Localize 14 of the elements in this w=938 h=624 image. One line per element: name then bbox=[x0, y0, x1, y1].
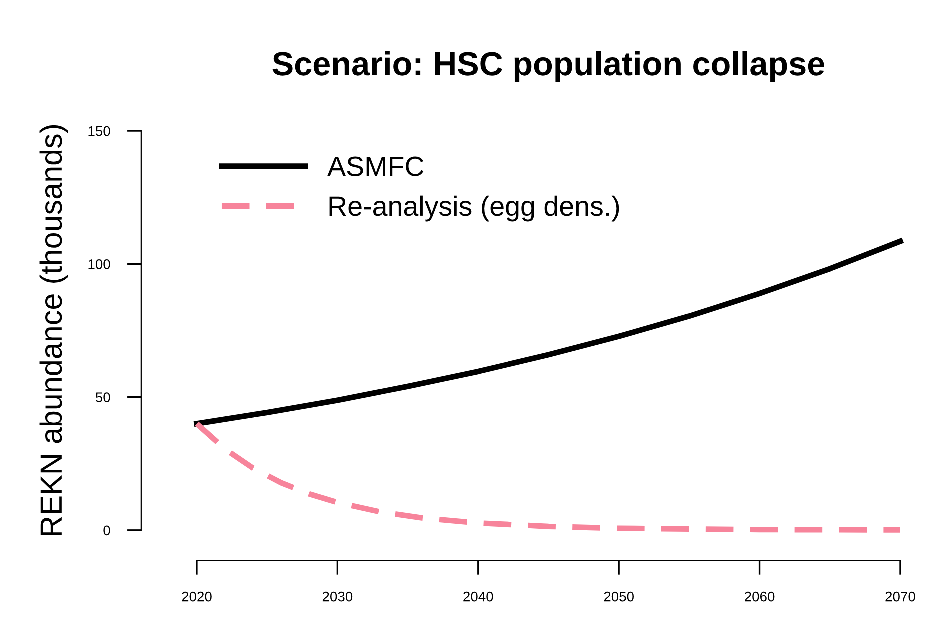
x-tick-label: 2030 bbox=[322, 592, 353, 602]
x-tick-label: 2070 bbox=[886, 592, 916, 602]
y-tick-label: 0 bbox=[104, 526, 110, 536]
chart-title: Scenario: HSC population collapse bbox=[272, 51, 825, 82]
x-tick-label: 2020 bbox=[182, 592, 212, 602]
x-tick-label: 2060 bbox=[745, 592, 775, 602]
x-tick-label: 2050 bbox=[604, 592, 634, 602]
y-tick-label: 150 bbox=[88, 126, 110, 136]
legend-label: ASMFC bbox=[328, 156, 424, 176]
y-axis-title: REKN abundance (thousands) bbox=[40, 125, 68, 536]
y-tick-label: 100 bbox=[88, 259, 110, 270]
x-tick-label: 2040 bbox=[464, 592, 494, 602]
y-tick-label: 50 bbox=[96, 392, 110, 402]
legend-label: Re-analysis (egg dens.) bbox=[330, 196, 620, 222]
